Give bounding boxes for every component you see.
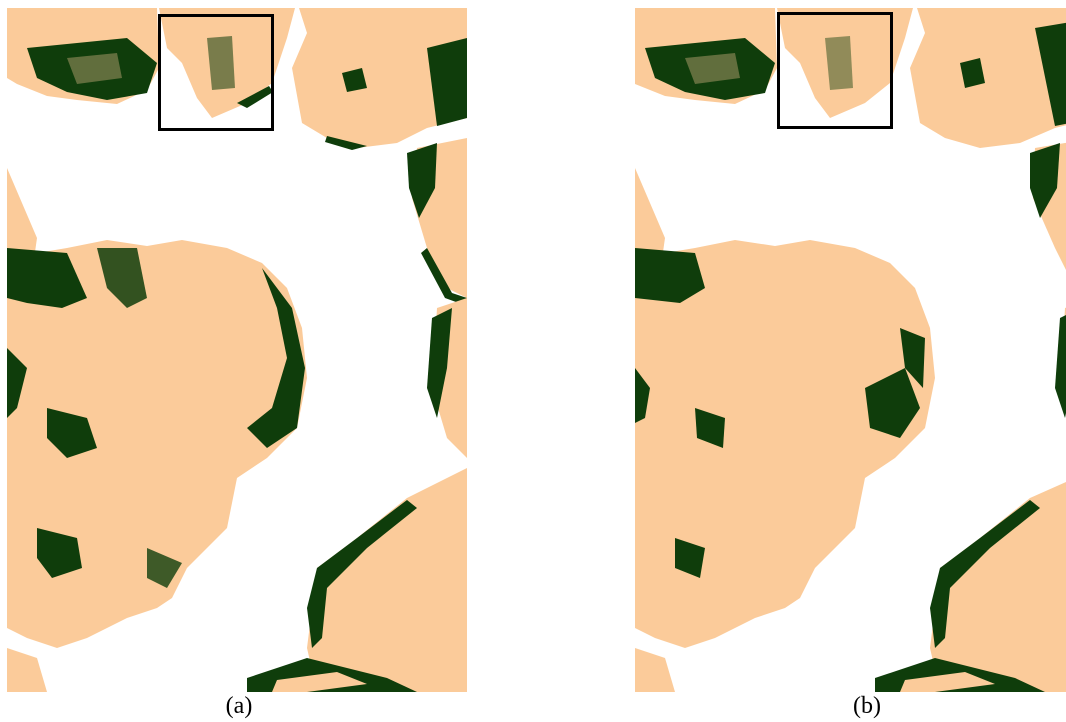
caption-b: (b) — [853, 693, 881, 719]
map-a-image — [7, 8, 467, 692]
classification-map-a — [7, 8, 467, 692]
classification-map-b — [635, 8, 1066, 692]
caption-a: (a) — [225, 693, 253, 719]
map-b-image — [635, 8, 1066, 692]
zoom-frame-b — [777, 12, 893, 129]
land-central — [635, 240, 935, 648]
zoom-frame-a — [158, 14, 274, 131]
land-bottom-right — [930, 482, 1066, 692]
land-bottom-right — [307, 468, 467, 692]
land-central — [7, 240, 307, 648]
land-top-right — [292, 8, 467, 148]
land-top-right — [910, 8, 1066, 148]
land-top-middle — [777, 8, 913, 118]
